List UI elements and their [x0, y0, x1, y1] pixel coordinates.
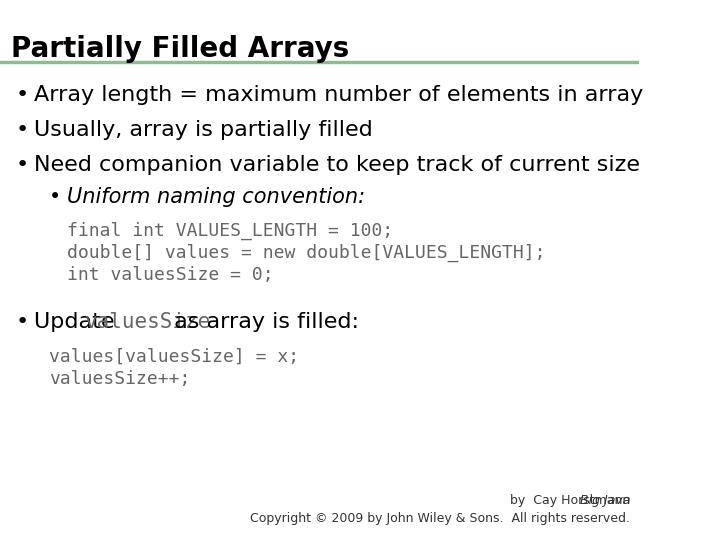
- Text: valuesSize++;: valuesSize++;: [49, 370, 190, 388]
- Text: by  Cay Horstmann: by Cay Horstmann: [506, 494, 631, 507]
- Text: values[valuesSize] = x;: values[valuesSize] = x;: [49, 348, 299, 366]
- Text: double[] values = new double[VALUES_LENGTH];: double[] values = new double[VALUES_LENG…: [66, 244, 545, 262]
- Text: int valuesSize = 0;: int valuesSize = 0;: [66, 266, 273, 284]
- Text: valuesSize: valuesSize: [86, 312, 212, 332]
- Text: final int VALUES_LENGTH = 100;: final int VALUES_LENGTH = 100;: [66, 222, 393, 240]
- Text: •: •: [16, 155, 30, 175]
- Text: Partially Filled Arrays: Partially Filled Arrays: [11, 35, 349, 63]
- Text: Copyright © 2009 by John Wiley & Sons.  All rights reserved.: Copyright © 2009 by John Wiley & Sons. A…: [251, 512, 631, 525]
- Text: •: •: [16, 85, 30, 105]
- Text: as array is filled:: as array is filled:: [167, 312, 359, 332]
- Text: •: •: [49, 187, 61, 207]
- Text: Array length = maximum number of elements in array: Array length = maximum number of element…: [34, 85, 643, 105]
- Text: Need companion variable to keep track of current size: Need companion variable to keep track of…: [34, 155, 640, 175]
- Text: •: •: [16, 312, 30, 332]
- Text: •: •: [16, 120, 30, 140]
- Text: Uniform naming convention:: Uniform naming convention:: [66, 187, 365, 207]
- Text: Update: Update: [34, 312, 122, 332]
- Text: Usually, array is partially filled: Usually, array is partially filled: [34, 120, 372, 140]
- Text: Big Java: Big Java: [580, 494, 631, 507]
